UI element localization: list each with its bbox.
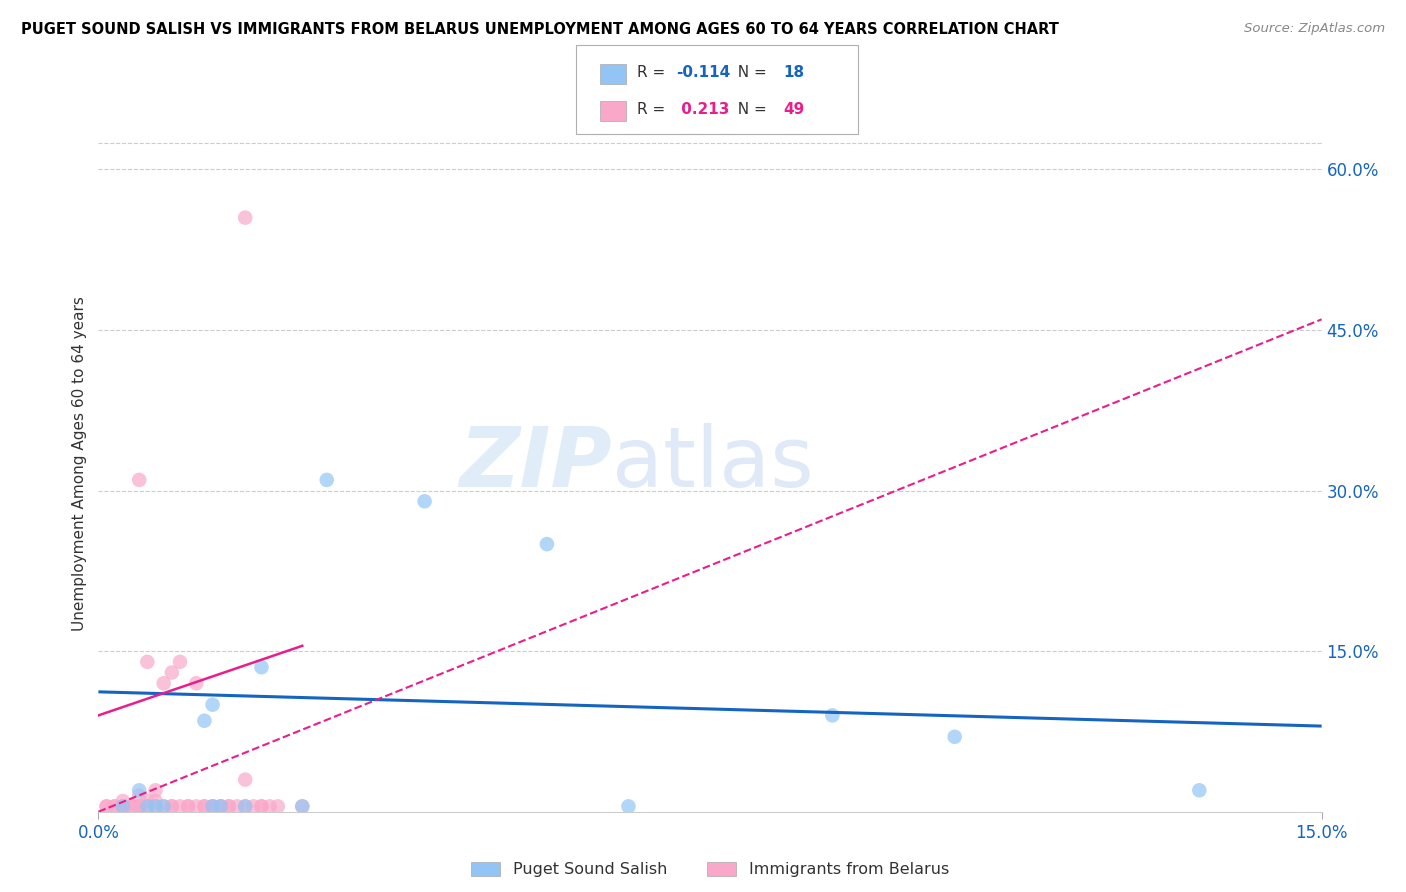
Point [617,799,640,814]
Point [96,799,118,814]
Text: Source: ZipAtlas.com: Source: ZipAtlas.com [1244,22,1385,36]
Point [233,799,256,814]
Point [209,799,232,814]
Point [136,655,159,669]
Point [186,799,208,814]
Point [128,799,150,814]
Point [177,799,200,814]
Point [201,799,224,814]
Point [145,799,167,814]
Point [128,783,150,797]
Y-axis label: Unemployment Among Ages 60 to 64 years: Unemployment Among Ages 60 to 64 years [72,296,87,632]
Point [104,799,127,814]
Text: PUGET SOUND SALISH VS IMMIGRANTS FROM BELARUS UNEMPLOYMENT AMONG AGES 60 TO 64 Y: PUGET SOUND SALISH VS IMMIGRANTS FROM BE… [21,22,1059,37]
Point [111,799,134,814]
Point [218,799,240,814]
Point [120,799,142,814]
Point [193,799,215,814]
Point [128,799,150,814]
Point [209,799,232,814]
Point [128,799,150,814]
Point [267,799,290,814]
Point [233,799,256,814]
Point [315,473,337,487]
Point [536,537,558,551]
Point [111,794,134,808]
Point [250,799,273,814]
Point [104,799,127,814]
Point [250,799,273,814]
Point [218,799,240,814]
Point [145,799,167,814]
Point [291,799,314,814]
Point [128,799,150,814]
Point [291,799,314,814]
Point [152,799,174,814]
Text: -0.114: -0.114 [676,65,731,80]
Point [136,794,159,808]
Text: N =: N = [728,103,772,118]
Point [193,714,215,728]
Point [96,799,118,814]
Point [152,799,174,814]
Point [821,708,844,723]
Point [259,799,281,814]
Point [250,660,273,674]
Point [186,676,208,690]
Text: N =: N = [728,65,772,80]
Point [1188,783,1211,797]
Point [177,799,200,814]
Text: 0.213: 0.213 [676,103,730,118]
Point [209,799,232,814]
Point [160,665,183,680]
Point [120,799,142,814]
Point [111,799,134,814]
Text: R =: R = [637,65,671,80]
Point [136,799,159,814]
Point [242,799,264,814]
Point [201,799,224,814]
Point [136,799,159,814]
Legend: Puget Sound Salish, Immigrants from Belarus: Puget Sound Salish, Immigrants from Bela… [465,855,955,884]
Point [201,799,224,814]
Text: R =: R = [637,103,671,118]
Point [226,799,249,814]
Point [233,772,256,787]
Point [943,730,966,744]
Point [160,799,183,814]
Point [128,473,150,487]
Text: 18: 18 [783,65,804,80]
Text: atlas: atlas [612,424,814,504]
Text: 49: 49 [783,103,804,118]
Point [233,211,256,225]
Point [193,799,215,814]
Point [145,794,167,808]
Point [111,799,134,814]
Point [128,789,150,803]
Point [169,655,191,669]
Point [201,698,224,712]
Point [413,494,436,508]
Point [169,799,191,814]
Text: ZIP: ZIP [460,424,612,504]
Point [145,783,167,797]
Point [152,676,174,690]
Point [120,799,142,814]
Point [160,799,183,814]
